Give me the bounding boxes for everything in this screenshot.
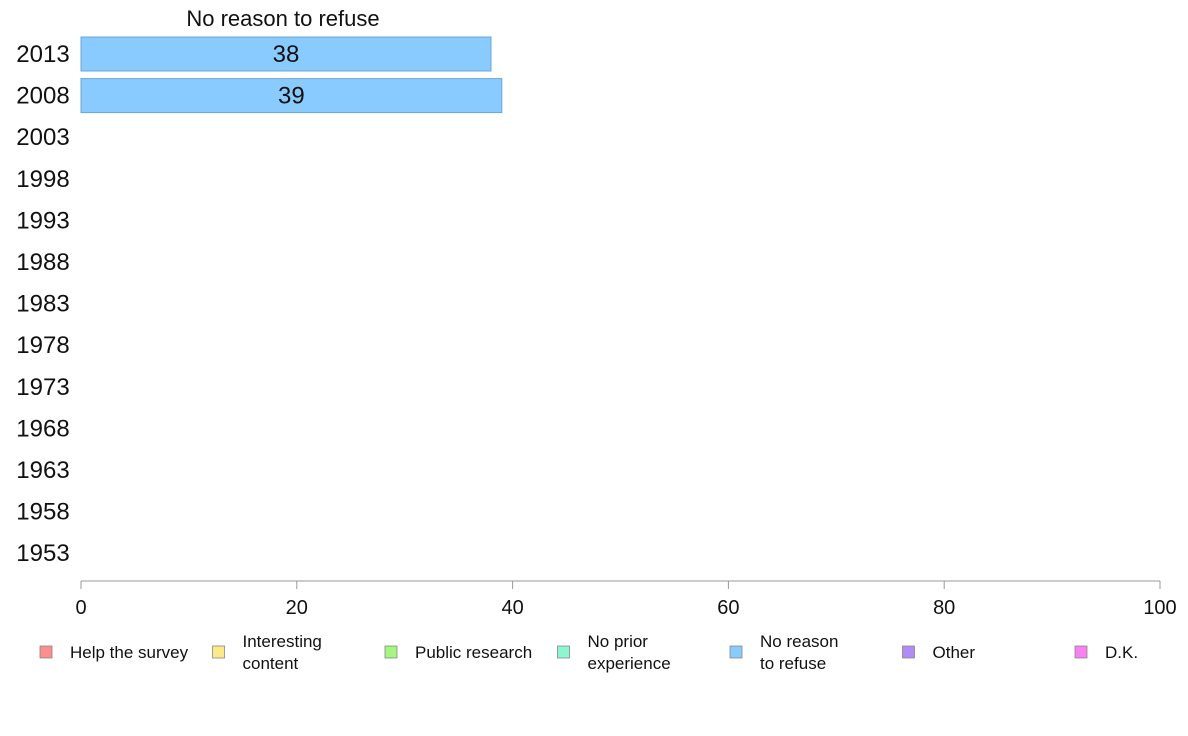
x-tick-label: 60 xyxy=(717,597,739,619)
legend-label: No reason xyxy=(760,632,838,651)
bar-value-label: 38 xyxy=(273,41,300,68)
legend-label: Interesting xyxy=(243,632,322,651)
x-tick-label: 0 xyxy=(75,597,86,619)
bars-group: 38 39 xyxy=(80,36,503,114)
legend: Help the survey Interesting content Public … xyxy=(39,632,1138,673)
x-tick-label: 40 xyxy=(501,597,523,619)
year-label: 1998 xyxy=(16,166,69,193)
year-label: 1978 xyxy=(16,332,69,359)
legend-swatch xyxy=(557,645,570,659)
year-label: 2013 xyxy=(16,41,69,68)
year-label: 1988 xyxy=(16,249,69,276)
bar xyxy=(80,78,503,114)
legend-label: D.K. xyxy=(1105,643,1138,662)
year-label: 1993 xyxy=(16,207,69,234)
year-label: 1963 xyxy=(16,457,69,484)
legend-label: experience xyxy=(588,654,671,673)
legend-swatch xyxy=(212,645,225,659)
legend-item: No reason to refuse xyxy=(729,632,838,673)
x-axis-ticks: 0 20 40 60 80 100 xyxy=(75,581,1177,619)
legend-swatch xyxy=(902,645,915,659)
legend-item: Public research xyxy=(384,643,532,662)
x-tick-label: 80 xyxy=(933,597,955,619)
year-label: 1973 xyxy=(16,374,69,401)
legend-swatch xyxy=(39,645,53,659)
year-label: 1983 xyxy=(16,291,69,318)
legend-item: Other xyxy=(902,643,976,662)
year-label: 1958 xyxy=(16,499,69,526)
legend-item: Interesting content xyxy=(212,632,322,673)
legend-label: to refuse xyxy=(760,654,826,673)
legend-swatch xyxy=(384,645,398,659)
legend-item: Help the survey xyxy=(39,643,189,662)
year-label: 1968 xyxy=(16,415,69,442)
legend-label: Help the survey xyxy=(70,643,189,662)
legend-label: content xyxy=(243,654,299,673)
bar-value-label: 39 xyxy=(278,83,305,110)
legend-item: No prior experience xyxy=(557,632,671,673)
legend-swatch xyxy=(1074,645,1088,659)
year-labels: 2013 2008 2003 1998 1993 1988 1983 1978 1973 1968… xyxy=(16,41,69,567)
year-label: 2003 xyxy=(16,124,69,151)
year-label: 2008 xyxy=(16,83,69,110)
bar xyxy=(80,36,492,72)
legend-label: No prior xyxy=(588,632,649,651)
x-tick-label: 100 xyxy=(1143,597,1176,619)
legend-item: D.K. xyxy=(1074,643,1138,662)
legend-swatch xyxy=(729,645,743,659)
year-label: 1953 xyxy=(16,540,69,567)
legend-label: Public research xyxy=(415,643,532,662)
chart-title: No reason to refuse xyxy=(186,6,379,31)
x-tick-label: 20 xyxy=(286,597,308,619)
legend-label: Other xyxy=(933,643,976,662)
